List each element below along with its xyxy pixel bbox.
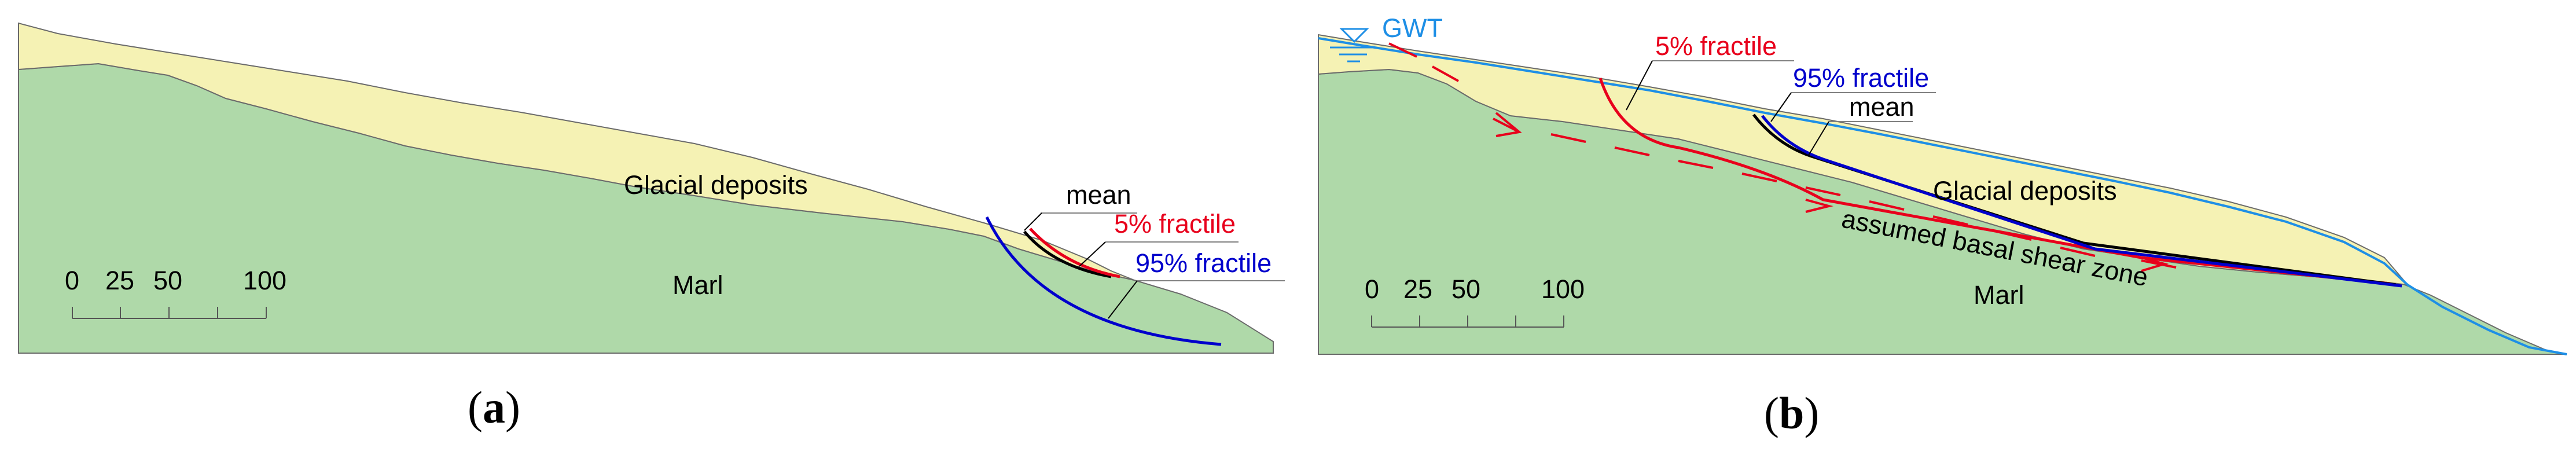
p95-slip-surface-b xyxy=(1761,115,2402,288)
p5-slip-surface-b xyxy=(1598,78,2391,285)
scale-bar-b: 0 25 50 100 xyxy=(1365,274,1585,328)
p95-leader-line-b xyxy=(1770,92,1792,122)
marl-label-a: Marl xyxy=(673,270,723,300)
scale-bar-a: 0 25 50 100 xyxy=(65,266,286,319)
scale-tick-25-a: 25 xyxy=(105,266,134,295)
gwt-label: GWT xyxy=(1382,13,1443,43)
mean-slip-surface-b xyxy=(1752,113,2397,287)
scale-tick-50-a: 50 xyxy=(153,266,182,295)
basal-shear-zone-dashes xyxy=(1388,42,2177,269)
p95-label-a: 95% fractile xyxy=(1136,248,1272,278)
p95-label-b: 95% fractile xyxy=(1793,63,1929,93)
glacial-deposits-layer-a xyxy=(18,22,1135,281)
p5-leader-line-a xyxy=(1079,241,1106,267)
groundwater-table-line xyxy=(1318,37,2567,355)
caption-a: (a) xyxy=(468,382,520,432)
mean-slip-surface-a xyxy=(1023,230,1112,278)
scale-tick-50-b: 50 xyxy=(1451,274,1480,304)
p95-leader-line-a xyxy=(1108,280,1138,319)
mean-label-b: mean xyxy=(1849,92,1914,122)
mean-leader-line-a xyxy=(1024,212,1042,231)
scale-tick-0-b: 0 xyxy=(1365,274,1379,304)
scale-tick-25-b: 25 xyxy=(1403,274,1432,304)
p5-slip-surface-a xyxy=(1029,228,1120,278)
glacial-deposits-label-a: Glacial deposits xyxy=(624,170,808,200)
panel-a: mean 5% fractile 95% fractile Glacial de… xyxy=(18,22,1285,432)
p5-leader-line-b xyxy=(1626,60,1653,111)
caption-b: (b) xyxy=(1764,388,1819,438)
glacial-deposits-label-b: Glacial deposits xyxy=(1933,176,2117,206)
mean-label-a: mean xyxy=(1066,180,1131,210)
p95-slip-surface-a xyxy=(985,216,1222,346)
gwt-symbol xyxy=(1330,28,1376,63)
p5-label-b: 5% fractile xyxy=(1655,31,1777,61)
scale-tick-0-a: 0 xyxy=(65,266,79,295)
marl-label-b: Marl xyxy=(1974,280,2024,310)
mean-leader-line-b xyxy=(1808,121,1829,156)
scale-tick-100-a: 100 xyxy=(243,266,286,295)
scale-tick-100-b: 100 xyxy=(1541,274,1585,304)
p5-label-a: 5% fractile xyxy=(1114,209,1236,238)
panel-b: GWT 5% fractile xyxy=(1318,13,2567,438)
